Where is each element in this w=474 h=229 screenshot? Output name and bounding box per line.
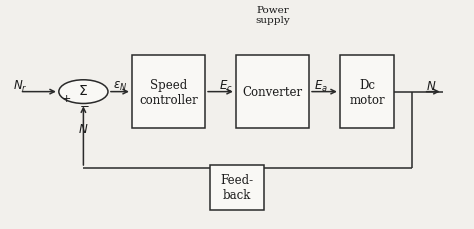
Text: −: − (80, 98, 90, 111)
Text: Speed
controller: Speed controller (139, 78, 198, 106)
Text: $\epsilon_N$: $\epsilon_N$ (113, 80, 128, 93)
Bar (132, 56, 205, 128)
Text: Feed-
back: Feed- back (220, 174, 254, 202)
Bar (210, 165, 264, 210)
Text: +: + (62, 94, 72, 104)
Text: Power
supply: Power supply (255, 6, 290, 25)
Circle shape (59, 80, 108, 104)
Bar (340, 56, 394, 128)
Text: $N_r$: $N_r$ (12, 79, 27, 94)
Text: $N$: $N$ (78, 123, 89, 136)
Text: $N$: $N$ (426, 80, 437, 93)
Bar (236, 56, 309, 128)
Text: $E_c$: $E_c$ (219, 79, 233, 94)
Text: Converter: Converter (242, 86, 302, 99)
Text: $\Sigma$: $\Sigma$ (79, 84, 88, 98)
Text: Dc
motor: Dc motor (349, 78, 385, 106)
Text: $E_a$: $E_a$ (314, 79, 328, 94)
